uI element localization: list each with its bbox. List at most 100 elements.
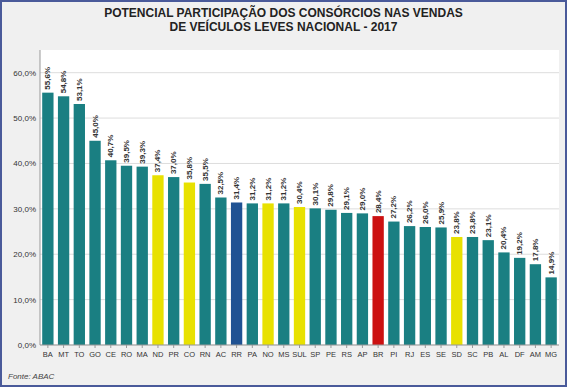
y-tick-label: 40,0% bbox=[13, 159, 36, 168]
x-tick-label: MS bbox=[278, 350, 289, 359]
x-tick-label: SE bbox=[436, 350, 446, 359]
bar bbox=[231, 202, 242, 345]
bar bbox=[435, 227, 446, 345]
bar bbox=[184, 183, 195, 345]
x-tick-label: SC bbox=[467, 350, 478, 359]
bar bbox=[404, 226, 415, 345]
x-tick bbox=[362, 345, 363, 348]
bar bbox=[121, 166, 132, 345]
x-tick bbox=[205, 345, 206, 348]
x-tick-label: RS bbox=[341, 350, 351, 359]
x-tick bbox=[346, 345, 347, 348]
data-label: 37,0% bbox=[169, 151, 178, 174]
grid bbox=[40, 73, 559, 345]
x-tick bbox=[142, 345, 143, 348]
grid-line bbox=[40, 72, 559, 73]
grid-line bbox=[40, 163, 559, 164]
x-tick bbox=[378, 345, 379, 348]
data-label: 30,1% bbox=[311, 183, 320, 206]
x-tick bbox=[425, 345, 426, 348]
data-label: 23,8% bbox=[468, 211, 477, 234]
x-tick bbox=[472, 345, 473, 348]
x-tick-label: MA bbox=[137, 350, 148, 359]
data-label: 31,2% bbox=[279, 178, 288, 201]
background bbox=[1, 1, 566, 386]
x-tick-label: PI bbox=[390, 350, 397, 359]
y-tick-label: 50,0% bbox=[13, 114, 36, 123]
data-label: 45,0% bbox=[91, 115, 100, 138]
x-tick bbox=[535, 345, 536, 348]
x-tick-label: PE bbox=[326, 350, 336, 359]
x-tick-label: AC bbox=[216, 350, 227, 359]
x-tick-label: PB bbox=[483, 350, 493, 359]
data-label: 23,1% bbox=[484, 214, 493, 237]
data-label: 35,8% bbox=[185, 157, 194, 180]
data-label: 32,5% bbox=[216, 172, 225, 195]
bar bbox=[105, 160, 116, 345]
data-label: 31,2% bbox=[248, 178, 257, 201]
source-note: Fonte: ABAC bbox=[8, 372, 55, 381]
x-tick-label: SD bbox=[452, 350, 463, 359]
x-tick-label: GO bbox=[89, 350, 101, 359]
x-tick bbox=[110, 345, 111, 348]
y-tick-label: 20,0% bbox=[13, 250, 36, 259]
y-tick-label: 30,0% bbox=[13, 205, 36, 214]
y-axis-line bbox=[40, 50, 41, 345]
data-label: 19,2% bbox=[515, 232, 524, 255]
x-tick bbox=[330, 345, 331, 348]
chart: POTENCIAL PARTICIPAÇÃO DOS CONSÓRCIOS NA… bbox=[0, 0, 567, 387]
x-tick bbox=[488, 345, 489, 348]
x-tick-label: RN bbox=[200, 350, 211, 359]
data-label: 29,8% bbox=[326, 184, 335, 207]
bar bbox=[152, 175, 163, 345]
x-tick-label: CO bbox=[184, 350, 195, 359]
x-tick bbox=[236, 345, 237, 348]
x-tick bbox=[252, 345, 253, 348]
x-tick-label: BR bbox=[373, 350, 384, 359]
bar bbox=[137, 167, 148, 345]
bar bbox=[42, 93, 53, 345]
bar bbox=[514, 258, 525, 345]
x-tick-label: AL bbox=[499, 350, 508, 359]
x-tick-label: PR bbox=[168, 350, 179, 359]
bar bbox=[74, 104, 85, 345]
data-label: 39,3% bbox=[138, 141, 147, 164]
x-tick-label: ND bbox=[153, 350, 164, 359]
bar bbox=[467, 237, 478, 345]
data-label: 20,4% bbox=[499, 227, 508, 250]
y-tick-label: 0,0% bbox=[18, 341, 36, 350]
data-label: 35,5% bbox=[201, 158, 210, 181]
bar bbox=[451, 237, 462, 345]
bar bbox=[278, 203, 289, 345]
grid-line bbox=[40, 118, 559, 119]
bar bbox=[294, 207, 305, 345]
x-tick bbox=[441, 345, 442, 348]
y-tick-label: 10,0% bbox=[13, 296, 36, 305]
x-tick-label: DF bbox=[515, 350, 525, 359]
x-tick bbox=[126, 345, 127, 348]
x-tick bbox=[189, 345, 190, 348]
x-tick bbox=[63, 345, 64, 348]
data-label: 28,4% bbox=[374, 190, 383, 213]
bar bbox=[498, 252, 509, 345]
data-label: 29,0% bbox=[358, 188, 367, 211]
x-tick-label: ES bbox=[420, 350, 430, 359]
x-tick bbox=[519, 345, 520, 348]
data-label: 23,8% bbox=[452, 211, 461, 234]
data-label: 54,8% bbox=[59, 71, 68, 94]
x-tick-label: RJ bbox=[405, 350, 414, 359]
x-tick-label: SP bbox=[310, 350, 320, 359]
data-label: 25,9% bbox=[437, 202, 446, 225]
x-tick bbox=[157, 345, 158, 348]
x-tick bbox=[79, 345, 80, 348]
bar bbox=[262, 203, 273, 345]
data-label: 14,9% bbox=[547, 252, 556, 275]
data-label: 26,0% bbox=[421, 201, 430, 224]
bars bbox=[42, 93, 557, 345]
bar bbox=[199, 184, 210, 345]
data-label: 55,6% bbox=[43, 67, 52, 90]
data-label: 17,8% bbox=[531, 239, 540, 262]
x-tick-label: NO bbox=[262, 350, 273, 359]
data-label: 31,2% bbox=[264, 178, 273, 201]
x-tick bbox=[283, 345, 284, 348]
